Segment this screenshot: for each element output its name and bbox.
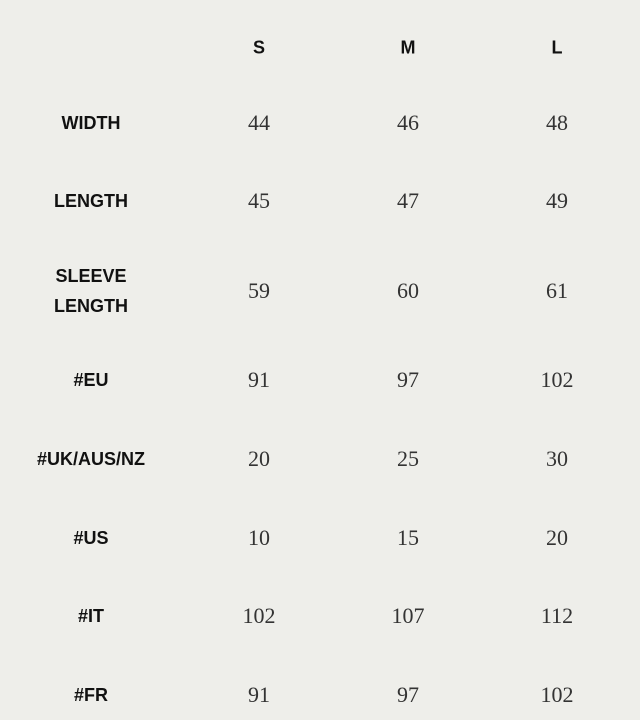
row-label: #UK/AUS/NZ [36,449,146,469]
row-label: LENGTH [54,191,128,211]
table-cell: 112 [540,603,574,628]
table-cell: 102 [540,682,574,707]
row-label: SLEEVE LENGTH [54,266,128,316]
table-cell: 97 [397,367,419,392]
row-label: WIDTH [61,113,121,133]
table-cell: 45 [248,188,270,213]
table-cell: 44 [248,110,270,135]
row-label: #EU [73,370,109,390]
table-cell: 97 [397,682,419,707]
table-cell: 20 [248,446,270,471]
table-cell: 46 [397,110,419,135]
column-header: L [551,37,563,58]
table-cell: 20 [546,525,568,550]
table-cell: 60 [397,278,419,303]
table-cell: 25 [397,446,419,471]
row-label: #FR [73,685,109,705]
row-label: #IT [77,606,105,626]
table-cell: 102 [540,367,574,392]
table-cell: 49 [546,188,568,213]
column-header: S [252,37,266,58]
table-cell: 107 [391,603,425,628]
table-cell: 47 [397,188,419,213]
table-cell: 102 [242,603,276,628]
table-cell: 30 [546,446,568,471]
table-cell: 15 [397,525,419,550]
table-cell: 91 [248,367,270,392]
table-cell: 61 [546,278,568,303]
table-cell: 91 [248,682,270,707]
table-cell: 48 [546,110,568,135]
column-header: M [400,37,416,58]
table-cell: 59 [248,278,270,303]
row-label: #US [73,528,109,548]
table-cell: 10 [248,525,270,550]
